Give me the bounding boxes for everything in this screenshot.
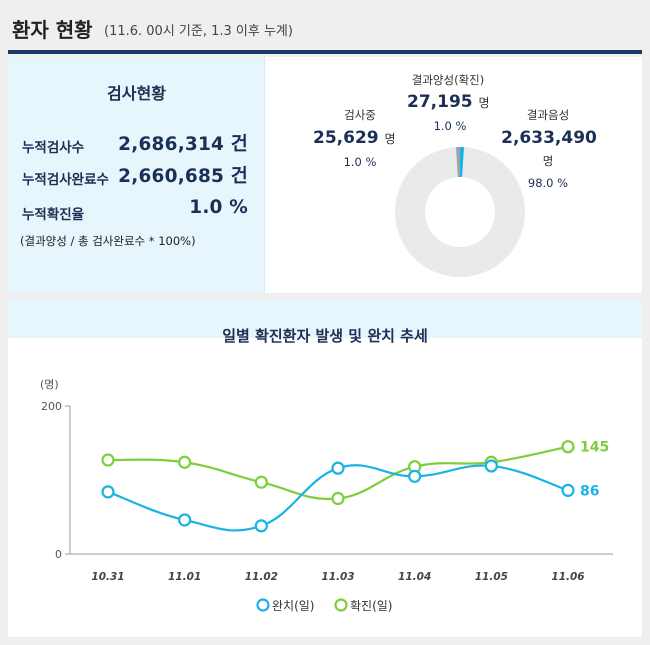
y-tick-label: 0 — [55, 548, 62, 561]
trend-chart-panel: 일별 확진환자 발생 및 완치 추세 (명) 0 200 10.31 11.01 11.0… — [8, 300, 642, 637]
data-point — [101, 453, 115, 467]
positive-rate-formula: (결과양성 / 총 검사완료수 * 100%) — [20, 234, 196, 248]
positive-label: 결과양성(확진) — [411, 73, 485, 87]
negative-percent: 98.0 % — [527, 176, 569, 190]
x-tick-label: 11.03 — [321, 571, 354, 583]
x-tick-label: 11.04 — [398, 571, 431, 583]
negative-label: 결과음성 — [526, 108, 570, 122]
legend-marker — [334, 598, 348, 612]
positive-unit: 명 — [478, 96, 490, 110]
data-point — [254, 519, 268, 533]
data-point — [561, 440, 575, 454]
test-result-donut: 결과양성(확진) 27,195 명 1.0 % 검사중 25,629 명 1.0… — [265, 57, 642, 293]
x-tick-label: 11.02 — [245, 571, 278, 583]
end-value-label: 145 — [580, 440, 609, 456]
data-point — [484, 459, 498, 473]
testing-value: 25,629 — [313, 128, 379, 148]
trend-line-chart: (명) 0 200 10.31 11.01 11.02 11.03 11.04 11.05 11.… — [40, 378, 613, 613]
testing-count: 25,629 명 — [313, 128, 396, 148]
legend-marker — [256, 598, 270, 612]
cumulative-tests-value: 2,686,314 건 — [118, 134, 248, 155]
donut-slice-negative — [395, 147, 525, 277]
y-tick-label: 200 — [41, 400, 62, 413]
page-header: 환자 현황 (11.6. 00시 기준, 1.3 이후 누계) — [0, 0, 650, 54]
y-axis-label: (명) — [40, 378, 59, 391]
negative-value: 2,633,490 — [501, 128, 597, 148]
positive-rate-label: 누적확진율 — [22, 207, 85, 223]
x-tick-label: 11.05 — [475, 571, 508, 583]
positive-count: 27,195 명 — [407, 92, 490, 112]
header-divider — [8, 50, 642, 54]
legend-label: 완치(일) — [272, 599, 314, 613]
chart-header — [8, 300, 642, 338]
donut-slice-positive — [460, 147, 465, 178]
page-title: 환자 현황 — [12, 18, 93, 42]
data-point — [178, 513, 192, 527]
test-status-box: 검사현황 누적검사수 2,686,314 건 누적검사완료수 2,660,685… — [8, 57, 265, 293]
x-tick-label: 10.31 — [91, 571, 124, 583]
donut-slice-testing — [455, 147, 460, 178]
chart-title: 일별 확진환자 발생 및 완치 추세 — [222, 327, 428, 345]
x-tick-label: 11.01 — [168, 571, 201, 583]
testing-label: 검사중 — [344, 108, 376, 122]
data-point — [178, 455, 192, 469]
page-subtitle: (11.6. 00시 기준, 1.3 이후 누계) — [104, 24, 293, 39]
completed-tests-label: 누적검사완료수 — [22, 172, 109, 188]
testing-percent: 1.0 % — [343, 155, 377, 169]
positive-percent: 1.0 % — [433, 119, 467, 133]
testing-unit: 명 — [384, 132, 396, 146]
data-point — [331, 461, 345, 475]
summary-panel: 검사현황 누적검사수 2,686,314 건 누적검사완료수 2,660,685… — [8, 57, 642, 293]
data-point — [101, 485, 115, 499]
positive-rate-value: 1.0 % — [189, 197, 248, 218]
completed-tests-value: 2,660,685 건 — [118, 166, 248, 187]
data-point — [331, 491, 345, 506]
cumulative-tests-label: 누적검사수 — [22, 140, 85, 156]
positive-value: 27,195 — [407, 92, 473, 112]
negative-unit: 명 — [542, 154, 554, 168]
end-value-label: 86 — [580, 483, 599, 499]
data-point — [254, 475, 268, 489]
test-status-title: 검사현황 — [107, 84, 166, 103]
data-point — [408, 469, 422, 483]
legend-label: 확진(일) — [350, 599, 392, 613]
x-tick-label: 11.06 — [551, 571, 584, 583]
data-point — [561, 483, 575, 497]
